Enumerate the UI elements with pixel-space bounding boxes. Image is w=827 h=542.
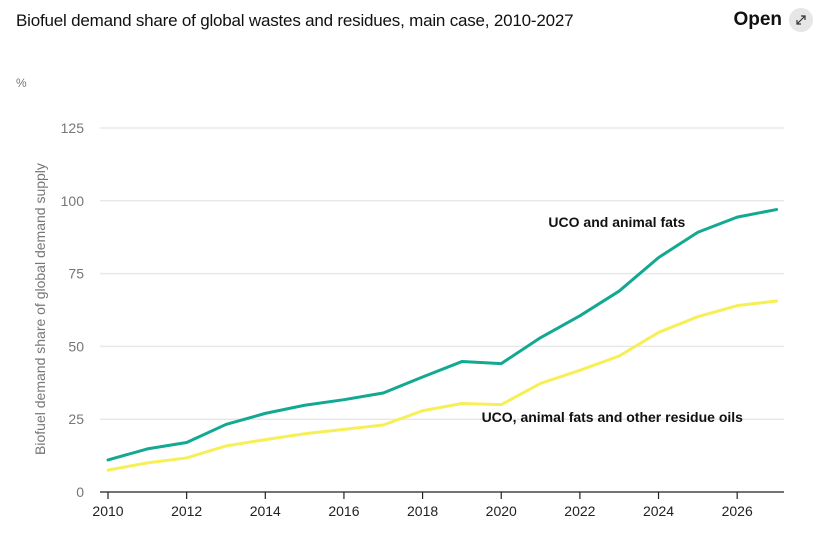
data-point[interactable] <box>574 364 586 376</box>
data-point[interactable] <box>141 443 153 455</box>
x-tick-label: 2016 <box>328 503 359 519</box>
data-point[interactable] <box>771 295 783 307</box>
series-label-uco-animal-fats-other-residue-oils: UCO, animal fats and other residue oils <box>482 409 744 425</box>
data-point[interactable] <box>653 252 665 264</box>
data-point[interactable] <box>731 211 743 223</box>
data-point[interactable] <box>141 457 153 469</box>
gridlines <box>100 127 784 420</box>
data-point[interactable] <box>299 428 311 440</box>
expand-arrow-icon[interactable] <box>789 8 813 32</box>
data-point[interactable] <box>377 387 389 399</box>
data-point[interactable] <box>653 326 665 338</box>
data-point[interactable] <box>731 300 743 312</box>
data-point[interactable] <box>299 399 311 411</box>
series-labels: UCO and animal fats UCO, animal fats and … <box>482 214 744 425</box>
y-axis-ticks: 0 25 50 75 100 125 <box>61 120 85 500</box>
x-tick-label: 2018 <box>407 503 438 519</box>
y-tick-label: 125 <box>61 120 85 136</box>
x-tick-label: 2022 <box>564 503 595 519</box>
data-point[interactable] <box>338 423 350 435</box>
x-tick-label: 2026 <box>722 503 753 519</box>
data-point[interactable] <box>259 434 271 446</box>
y-tick-label: 100 <box>61 193 85 209</box>
y-tick-label: 50 <box>68 338 84 354</box>
data-point[interactable] <box>692 311 704 323</box>
data-point[interactable] <box>338 394 350 406</box>
series-line-uco-animal-fats <box>106 208 778 462</box>
data-point[interactable] <box>456 397 468 409</box>
data-point[interactable] <box>456 356 468 368</box>
x-tick-label: 2012 <box>171 503 202 519</box>
data-point[interactable] <box>613 285 625 297</box>
series-label-uco-animal-fats: UCO and animal fats <box>548 214 685 230</box>
data-point[interactable] <box>613 350 625 362</box>
x-tick-label: 2024 <box>643 503 674 519</box>
y-tick-label: 75 <box>68 266 84 282</box>
x-axis: 2010 2012 2014 2016 2018 2020 2022 2024 2026 <box>92 491 784 519</box>
data-point[interactable] <box>377 419 389 431</box>
open-button-label: Open <box>733 9 782 30</box>
unit-label: % <box>16 76 27 90</box>
data-point[interactable] <box>771 204 783 216</box>
data-point[interactable] <box>102 454 114 466</box>
series-lines <box>102 204 783 472</box>
data-point[interactable] <box>220 440 232 452</box>
y-tick-label: 0 <box>76 484 84 500</box>
x-tick-label: 2020 <box>486 503 517 519</box>
x-tick-label: 2010 <box>92 503 123 519</box>
chart-title: Biofuel demand share of global wastes an… <box>16 11 574 30</box>
x-tick-label: 2014 <box>250 503 281 519</box>
data-point[interactable] <box>535 332 547 344</box>
data-point[interactable] <box>181 436 193 448</box>
data-point[interactable] <box>495 358 507 370</box>
data-point[interactable] <box>220 418 232 430</box>
data-point[interactable] <box>692 226 704 238</box>
y-axis-label: Biofuel demand share of global demand su… <box>32 163 48 455</box>
data-point[interactable] <box>417 371 429 383</box>
data-point[interactable] <box>259 407 271 419</box>
data-point[interactable] <box>417 405 429 417</box>
open-button[interactable]: Open <box>733 8 813 32</box>
data-point[interactable] <box>574 310 586 322</box>
data-point[interactable] <box>535 377 547 389</box>
series-line-uco-animal-fats-other-residue-oils <box>106 299 778 472</box>
data-point[interactable] <box>181 452 193 464</box>
y-tick-label: 25 <box>68 411 84 427</box>
